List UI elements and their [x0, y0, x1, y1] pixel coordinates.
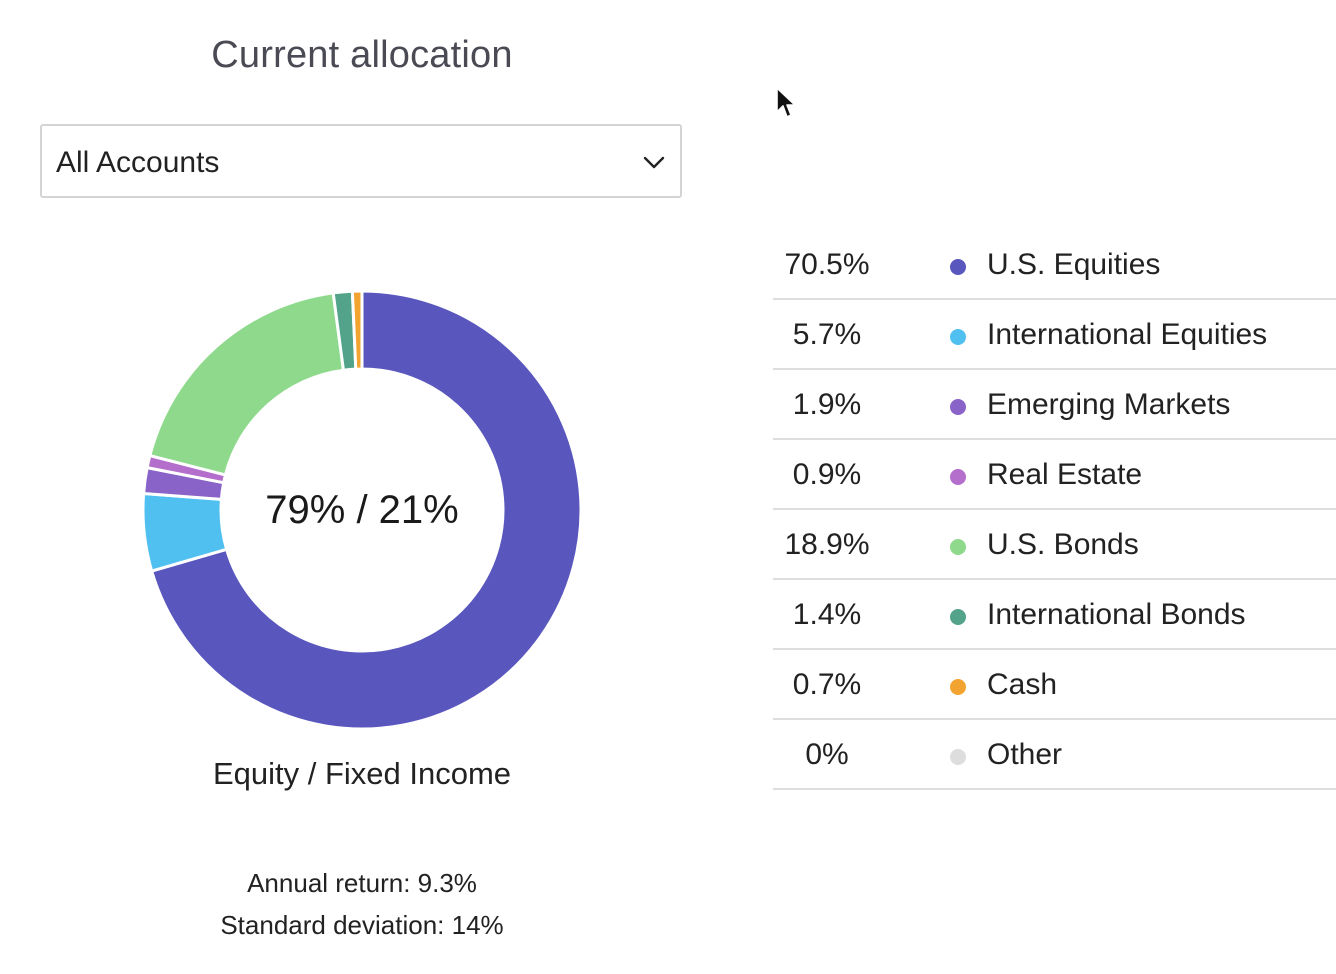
legend-row: 70.5% U.S. Equities [773, 230, 1336, 300]
account-select[interactable]: All Accounts [40, 124, 682, 198]
legend-percent: 70.5% [784, 248, 870, 281]
legend-percent: 1.9% [792, 388, 862, 421]
legend-dot [950, 329, 966, 345]
donut-slice-u-s-bonds [148, 291, 345, 477]
legend-row: 18.9% U.S. Bonds [773, 510, 1336, 580]
legend-percent: 5.7% [792, 318, 862, 351]
legend-dot [950, 399, 966, 415]
legend-percent: 0.7% [792, 668, 862, 701]
legend-row: 0.7% Cash [773, 650, 1336, 720]
legend-row: 0% Other [773, 720, 1336, 790]
legend-percent: 18.9% [784, 528, 870, 561]
mouse-cursor-icon [776, 87, 796, 118]
legend-row: 1.4% International Bonds [773, 580, 1336, 650]
legend-label: Real Estate [987, 458, 1143, 491]
legend-label: U.S. Equities [987, 248, 1161, 281]
donut-subtitle: Equity / Fixed Income [212, 756, 512, 791]
allocation-legend: 70.5% U.S. Equities 5.7% International E… [773, 230, 1336, 790]
page-title: Current allocation [211, 34, 513, 76]
donut-slice-u-s-equities [150, 289, 583, 731]
legend-dot [950, 679, 966, 695]
account-select-value: All Accounts [56, 146, 220, 179]
standard-deviation: Standard deviation: 14% [220, 910, 504, 940]
legend-dot [950, 469, 966, 485]
legend-dot [950, 259, 966, 275]
legend-dot [950, 749, 966, 765]
legend-label: Cash [987, 668, 1058, 701]
chevron-down-icon [643, 156, 665, 169]
legend-percent: 0% [805, 738, 849, 771]
legend-row: 1.9% Emerging Markets [773, 370, 1336, 440]
legend-dot [950, 539, 966, 555]
legend-label: Emerging Markets [987, 388, 1231, 421]
legend-label: International Equities [987, 318, 1268, 351]
legend-label: Other [987, 738, 1063, 771]
annual-return: Annual return: 9.3% [247, 868, 477, 898]
legend-label: U.S. Bonds [987, 528, 1139, 561]
donut-slice-cash [350, 289, 364, 371]
legend-row: 5.7% International Equities [773, 300, 1336, 370]
allocation-donut-chart [141, 289, 583, 731]
legend-percent: 0.9% [792, 458, 862, 491]
equity-fixed-income-ratio: 79% / 21% [265, 488, 459, 532]
legend-row: 0.9% Real Estate [773, 440, 1336, 510]
legend-label: International Bonds [987, 598, 1246, 631]
legend-dot [950, 609, 966, 625]
legend-percent: 1.4% [792, 598, 862, 631]
